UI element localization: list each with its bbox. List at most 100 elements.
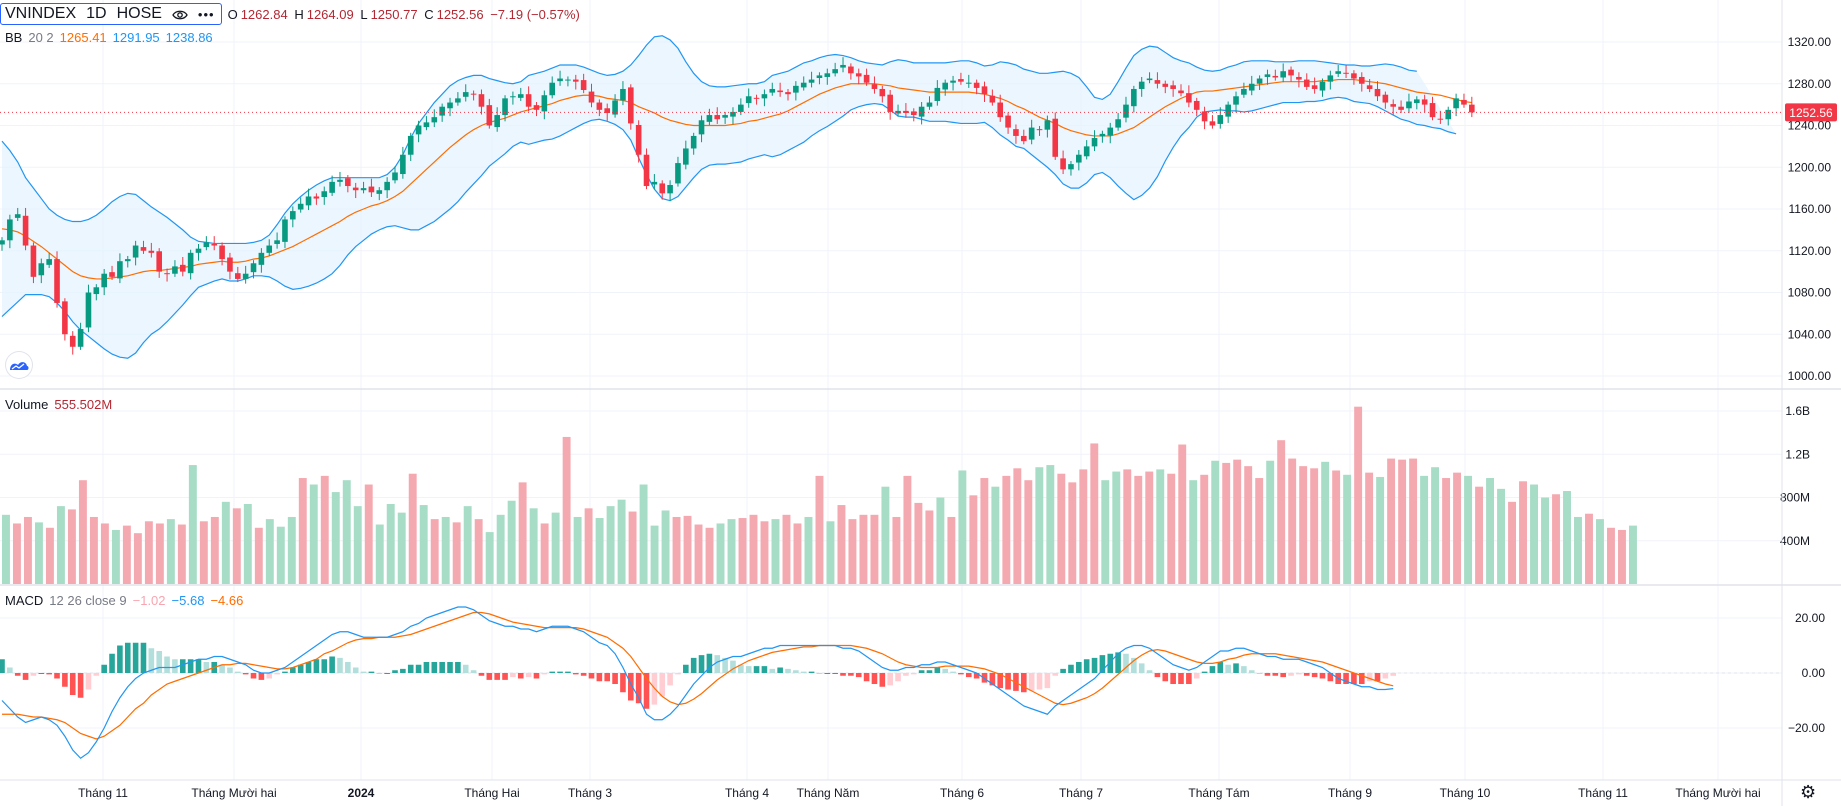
candle-body [242, 273, 249, 279]
candle-body [997, 102, 1004, 118]
macd-histogram-bar [423, 662, 430, 673]
macd-histogram-bar [628, 673, 634, 701]
volume-bar [1409, 458, 1418, 584]
macd-histogram-bar [1343, 673, 1349, 684]
macd-histogram-bar [337, 657, 343, 673]
candle-body [840, 64, 846, 68]
candle-body [1170, 85, 1176, 89]
candle-body [1068, 164, 1074, 170]
candle-body [1327, 75, 1334, 82]
last-price-tag-label: 1252.56 [1789, 106, 1833, 120]
low-value: 1250.77 [370, 6, 418, 22]
candle-body [46, 259, 52, 265]
eye-icon[interactable] [172, 8, 188, 20]
more-options-button[interactable]: ••• [197, 6, 215, 22]
volume-bar [1233, 459, 1242, 584]
macd-histogram-bar [101, 664, 107, 673]
volume-bar [749, 514, 758, 584]
candle-body [604, 108, 611, 113]
candle-body [1178, 90, 1184, 94]
volume-bar [1343, 474, 1352, 584]
candle-body [659, 183, 666, 194]
price-axis-label: 1120.00 [1789, 244, 1832, 258]
volume-bar [1420, 475, 1429, 584]
volume-bar [1057, 473, 1066, 584]
macd-histogram-bar [863, 673, 870, 682]
volume-bar [1178, 444, 1187, 584]
macd-histogram-bar [1366, 673, 1373, 682]
volume-bar [1024, 480, 1033, 584]
symbol-name: VNINDEX [5, 5, 77, 22]
macd-histogram-bar [965, 673, 972, 678]
candle-body [926, 102, 933, 107]
candle-body [887, 94, 893, 112]
candle-body [1076, 154, 1082, 163]
volume-bar [661, 510, 670, 584]
macd-histogram-bar [596, 673, 603, 682]
symbol-box[interactable]: VNINDEX 1D HOSE ••• [0, 3, 222, 25]
macd-histogram-bar [1099, 655, 1106, 673]
candle-body [148, 250, 155, 253]
candle-body [1429, 103, 1436, 118]
candle-body [1414, 99, 1420, 104]
candle-body [863, 74, 870, 83]
volume-bar [1332, 470, 1341, 584]
volume-legend[interactable]: Volume 555.502M [5, 397, 112, 412]
volume-bar [496, 514, 505, 584]
volume-bar [1464, 475, 1473, 584]
macd-histogram-bar [604, 673, 611, 682]
macd-legend[interactable]: MACD 12 26 close 9 −1.02 −5.68 −4.66 [5, 593, 243, 608]
macd-histogram-bar [910, 673, 917, 675]
candle-body [1028, 127, 1035, 140]
candle-body [1193, 100, 1200, 110]
candle-body [730, 111, 736, 117]
candle-body [832, 69, 838, 74]
candle-body [525, 94, 532, 107]
macd-histogram-bar [958, 673, 964, 675]
macd-histogram-bar [1296, 673, 1302, 675]
volume-bar [309, 484, 318, 584]
candle-body [368, 186, 375, 193]
low-label: L [360, 6, 368, 22]
candle-body [541, 95, 548, 112]
candle-body [211, 243, 218, 246]
candle-body [549, 82, 555, 96]
volume-bar [34, 522, 43, 584]
macd-histogram-bar [848, 673, 854, 676]
time-axis[interactable]: Tháng 11 Tháng Mười hai 2024 Tháng Hai Tháng… [78, 786, 1761, 800]
volume-bar [353, 506, 362, 584]
volume-bar [914, 502, 923, 584]
bb-params: 20 2 [28, 30, 54, 45]
volume-bar [133, 533, 142, 584]
candle-body [352, 187, 359, 191]
volume-bar [1266, 460, 1275, 584]
candle-body [140, 247, 147, 251]
candle-body [290, 211, 296, 220]
candle-body [109, 272, 115, 277]
bb-legend[interactable]: BB 20 2 1265.41 1291.95 1238.86 [5, 30, 213, 45]
macd-histogram-bar [85, 673, 92, 690]
volume-bar [1310, 468, 1319, 584]
volume-bar [45, 527, 54, 584]
candle-body [7, 219, 13, 241]
settings-gear-icon[interactable]: ⚙ [1800, 782, 1817, 802]
volume-bar [1365, 472, 1374, 584]
candle-body [494, 115, 500, 128]
candle-body [1445, 109, 1452, 120]
tradingview-logo-icon[interactable] [6, 352, 32, 378]
macd-histogram-bar [38, 673, 45, 674]
price-axis-label: 1240.00 [1788, 119, 1832, 133]
candle-body [250, 263, 257, 273]
price-axis-label: 1200.00 [1788, 160, 1832, 174]
candle-body [1233, 96, 1239, 105]
candle-body [93, 287, 100, 295]
price-axis[interactable]: 1000.00 1040.00 1080.00 1120.00 1160.00 1200.… [1780, 35, 1837, 735]
macd-histogram-bar [1233, 663, 1239, 673]
macd-histogram-bar [478, 673, 485, 676]
candle-body [345, 178, 351, 187]
macd-histogram-bar [360, 671, 367, 673]
candle-body [305, 196, 312, 206]
